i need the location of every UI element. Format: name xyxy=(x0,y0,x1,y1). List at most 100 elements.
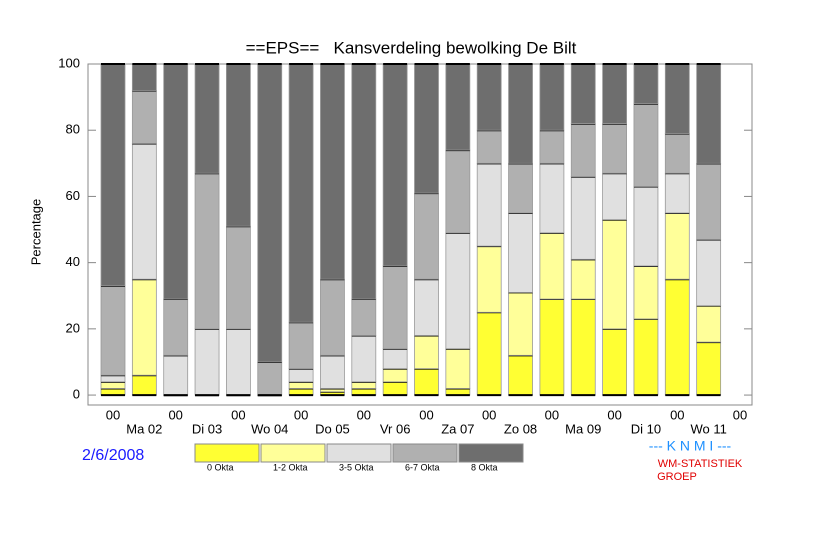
x-tick-label: 00 xyxy=(106,407,120,422)
x-tick-label: Za 07 xyxy=(441,421,474,436)
legend-label: 3-5 Okta xyxy=(339,462,374,472)
y-tick-label: 20 xyxy=(66,320,80,335)
chart-title: ==EPS== Kansverdeling bewolking De Bilt xyxy=(246,38,577,57)
bar-segment xyxy=(320,63,345,280)
bar-segment xyxy=(288,63,314,323)
bar-segment xyxy=(476,311,502,396)
bar-segment xyxy=(382,63,408,267)
credit: GROEP xyxy=(657,471,697,483)
x-tick-label: Wo 04 xyxy=(251,421,288,436)
bar-segment xyxy=(163,63,189,300)
legend-label: 0 Okta xyxy=(207,462,234,472)
bar-segment xyxy=(382,368,408,383)
bar-segment xyxy=(633,318,659,396)
date-label: 2/6/2008 xyxy=(82,447,144,464)
bar-segment xyxy=(163,354,189,396)
bar-segment xyxy=(508,292,533,356)
bar-segment xyxy=(445,348,471,389)
bar-segment xyxy=(508,354,533,396)
y-tick-label: 0 xyxy=(73,387,80,402)
legend-swatch xyxy=(458,443,524,463)
x-tick-label: 00 xyxy=(419,407,433,422)
bar-segment xyxy=(602,63,627,124)
bar-segment xyxy=(131,278,157,376)
x-tick-label: Ma 09 xyxy=(565,421,601,436)
bar-segment xyxy=(163,298,189,356)
bar-segment xyxy=(194,328,220,396)
bar-segment xyxy=(633,186,659,267)
bar-segment xyxy=(351,335,377,383)
y-tick-label: 40 xyxy=(66,254,80,269)
bar-segment xyxy=(602,172,627,221)
bar-segment xyxy=(476,63,502,131)
credit: --- K N M I --- xyxy=(649,438,732,454)
bar-segment xyxy=(131,374,157,396)
y-tick-label: 100 xyxy=(58,55,80,70)
x-tick-label: Di 10 xyxy=(631,421,661,436)
credit: WM-STATISTIEK xyxy=(658,458,743,470)
x-tick-label: 00 xyxy=(733,407,747,422)
bar-segment xyxy=(445,63,471,151)
bar-segment xyxy=(664,172,690,214)
bar-segment xyxy=(570,258,596,300)
x-tick-label: Di 03 xyxy=(192,421,222,436)
bar-segment xyxy=(570,176,596,260)
bar-segment xyxy=(539,63,565,131)
x-tick-label: 00 xyxy=(294,407,308,422)
bar-segment xyxy=(508,63,533,164)
legend-label: 1-2 Okta xyxy=(273,462,308,472)
bar-segment xyxy=(602,328,627,396)
bar-segment xyxy=(696,63,722,164)
bar-segment xyxy=(696,162,722,240)
bar-segment xyxy=(382,381,408,396)
bar-segment xyxy=(414,278,439,336)
x-tick-label: Ma 02 xyxy=(126,421,162,436)
bar-segment xyxy=(414,335,439,369)
legend-swatch xyxy=(194,443,260,463)
y-tick-label: 80 xyxy=(66,122,80,137)
bar-segment xyxy=(664,63,690,134)
legend-swatch xyxy=(326,443,392,463)
legend-label: 6-7 Okta xyxy=(405,462,440,472)
x-tick-label: 00 xyxy=(670,407,684,422)
bar-segment xyxy=(414,63,439,194)
bar-segment xyxy=(225,328,251,396)
bar-segment xyxy=(225,225,251,330)
x-tick-label: Do 05 xyxy=(315,421,350,436)
bar-segment xyxy=(225,63,251,227)
bar-segment xyxy=(602,123,627,174)
bar-segment xyxy=(664,212,690,280)
bar-segment xyxy=(194,172,220,330)
bar-segment xyxy=(696,341,722,396)
x-tick-label: 00 xyxy=(168,407,182,422)
bar-segment xyxy=(633,103,659,187)
bar-segment xyxy=(288,368,314,383)
x-tick-label: Vr 06 xyxy=(380,421,411,436)
x-tick-label: 00 xyxy=(231,407,245,422)
bar-segment xyxy=(131,63,157,91)
bar-segment xyxy=(539,232,565,300)
legend-label: 8 Okta xyxy=(471,462,498,472)
bar-segment xyxy=(288,321,314,369)
bar-segment xyxy=(320,354,345,389)
bar-segment xyxy=(194,63,220,174)
bar-segment xyxy=(664,133,690,174)
bar-segment xyxy=(633,265,659,320)
bar-segment xyxy=(257,361,283,396)
x-tick-label: Wo 11 xyxy=(690,421,726,436)
bar-segment xyxy=(100,63,126,287)
x-tick-label: 00 xyxy=(357,407,371,422)
bar-segment xyxy=(131,143,157,280)
bar-segment xyxy=(664,278,690,396)
bar-segment xyxy=(351,63,377,300)
bar-segment xyxy=(414,368,439,396)
legend-swatch xyxy=(260,443,326,463)
bar-segment xyxy=(633,63,659,105)
bar-segment xyxy=(539,129,565,164)
x-tick-label: 00 xyxy=(607,407,621,422)
bar-segment xyxy=(476,129,502,164)
bar-segment xyxy=(570,63,596,124)
bar-segment xyxy=(320,278,345,356)
bar-segment xyxy=(508,212,533,293)
